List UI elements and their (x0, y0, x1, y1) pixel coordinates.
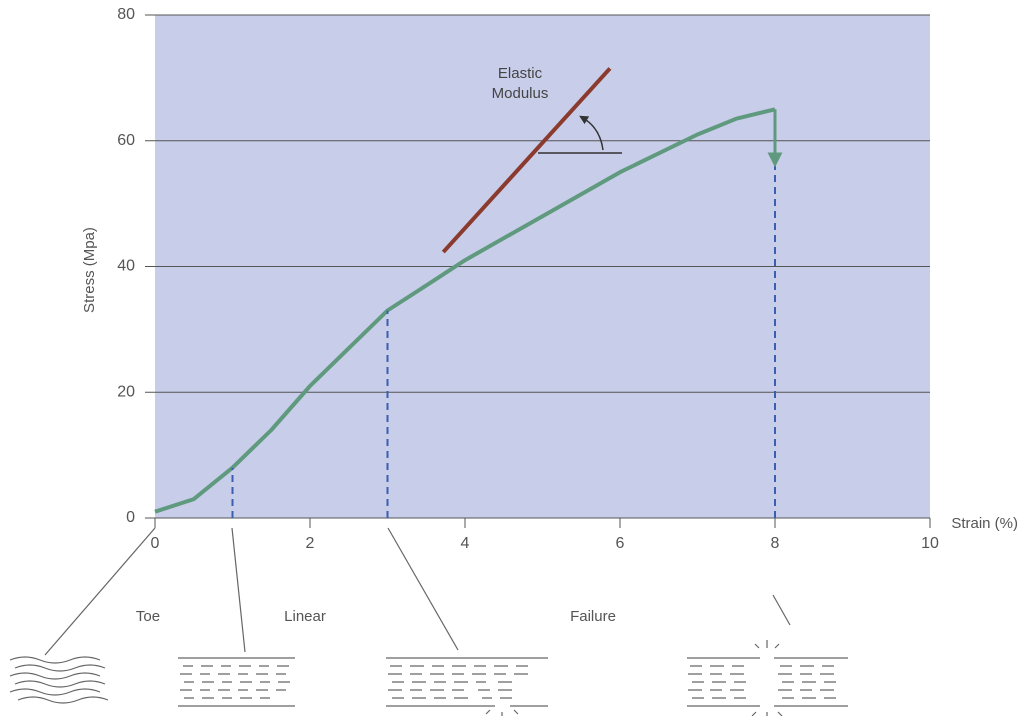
x-tick-label: 6 (616, 535, 625, 552)
x-tick-label: 8 (771, 535, 780, 552)
y-tick-label: 80 (117, 6, 135, 23)
chart: 0 20 40 60 80 0 2 4 6 8 10 Strain (%) Stress (Mpa) El… (0, 0, 1028, 716)
y-tick-label: 40 (117, 258, 135, 275)
x-axis-label: Strain (%) (951, 515, 1018, 532)
x-tick-label: 4 (461, 535, 470, 552)
y-tick-label: 20 (117, 383, 135, 400)
y-axis-label: Stress (Mpa) (81, 227, 98, 313)
modulus-label: Modulus (492, 85, 549, 102)
modulus-label: Elastic (498, 65, 543, 82)
y-tick-label: 0 (126, 509, 135, 526)
x-tick-label: 2 (306, 535, 315, 552)
x-tick-label: 0 (151, 535, 160, 552)
region-label: Failure (570, 608, 616, 625)
y-tick-label: 60 (117, 132, 135, 149)
x-tick-label: 10 (921, 535, 939, 552)
region-label: Toe (136, 608, 160, 625)
region-label: Linear (284, 608, 326, 625)
